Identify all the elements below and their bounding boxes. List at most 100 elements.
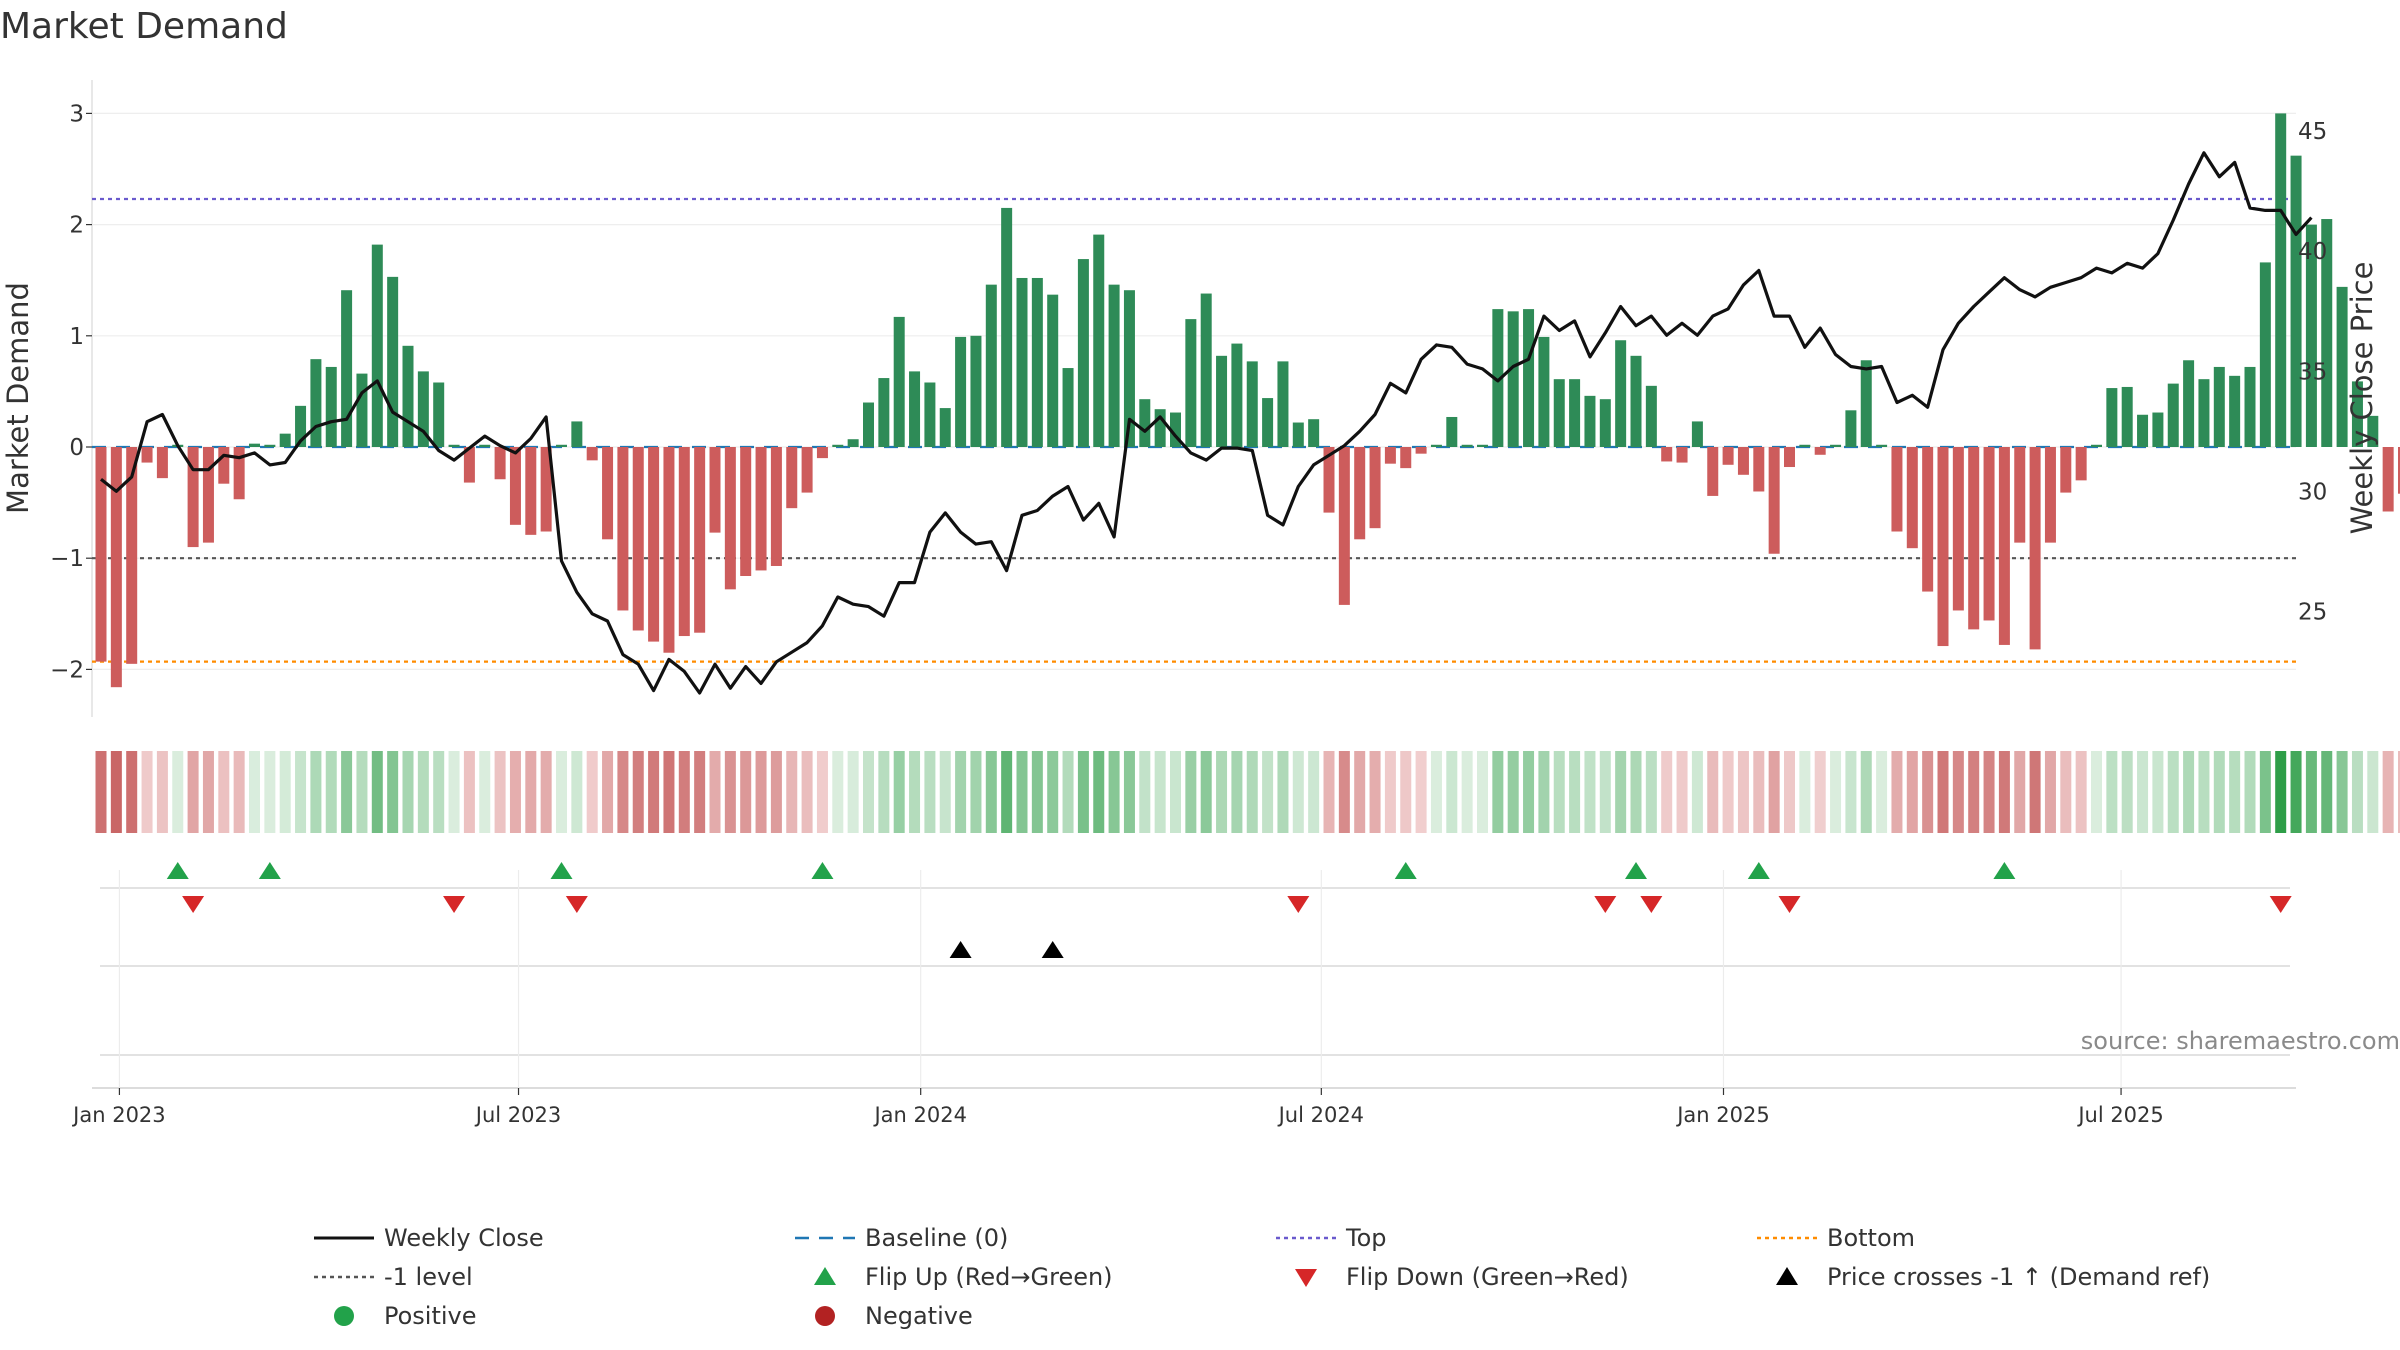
- demand-bar: [2398, 447, 2400, 494]
- demand-bar: [2244, 366, 2256, 447]
- demand-bar: [387, 276, 399, 447]
- demand-bar: [1062, 368, 1074, 447]
- heat-cell: [863, 751, 874, 833]
- heat-cell: [1016, 751, 1028, 833]
- demand-bar: [295, 405, 307, 447]
- demand-bar: [924, 382, 936, 447]
- heat-cell: [1384, 751, 1396, 833]
- heat-cell: [494, 751, 506, 833]
- demand-bar: [1645, 385, 1657, 447]
- heat-cell: [939, 751, 951, 833]
- price-cross-marker: [949, 941, 972, 958]
- heat-cell: [1584, 751, 1596, 833]
- heat-cell: [2259, 751, 2271, 833]
- heat-cell: [1722, 751, 1734, 833]
- demand-bar: [1569, 379, 1581, 447]
- legend-label: Weekly Close: [384, 1224, 544, 1252]
- demand-bar: [156, 447, 168, 479]
- legend-label: Top: [1345, 1224, 1387, 1252]
- y-tick-label: 2: [69, 213, 84, 239]
- heat-cell: [540, 751, 552, 833]
- demand-bar: [1047, 294, 1059, 447]
- heat-cell: [1507, 751, 1519, 833]
- heat-cell: [1062, 751, 1074, 833]
- heat-cell: [1170, 751, 1181, 833]
- heat-cell: [295, 751, 307, 833]
- demand-bar: [1876, 444, 1888, 447]
- heat-cell: [1139, 751, 1151, 833]
- heat-cell: [770, 751, 782, 833]
- demand-bar: [264, 444, 276, 447]
- heat-cell: [2091, 751, 2102, 833]
- demand-bar: [648, 447, 660, 642]
- heat-cell: [1338, 751, 1350, 833]
- demand-bar: [1768, 447, 1780, 554]
- demand-bar: [1784, 447, 1795, 468]
- demand-bar: [463, 447, 475, 483]
- demand-bar: [1630, 355, 1642, 447]
- heat-cell: [463, 751, 475, 833]
- demand-bar: [1170, 412, 1181, 447]
- demand-bar: [586, 447, 598, 461]
- demand-bar: [1185, 319, 1197, 447]
- event-markers: [100, 862, 2292, 1056]
- heat-cell: [724, 751, 736, 833]
- weekly-close-line: [100, 151, 2313, 695]
- heat-cell: [2014, 751, 2026, 833]
- heat-cell: [1906, 751, 1918, 833]
- demand-bar: [1093, 234, 1105, 447]
- demand-bar: [1937, 447, 1949, 647]
- demand-bar: [1538, 336, 1550, 447]
- demand-bar: [1123, 290, 1135, 447]
- demand-bar: [2044, 447, 2056, 543]
- heat-cell: [2305, 751, 2317, 833]
- heat-cell: [172, 751, 184, 833]
- heat-cell: [202, 751, 214, 833]
- legend-swatch: [334, 1306, 354, 1326]
- demand-bar: [832, 444, 844, 447]
- heat-cell: [249, 751, 260, 833]
- demand-bar: [970, 335, 982, 447]
- demand-bar: [1615, 340, 1627, 447]
- demand-bar: [2305, 224, 2317, 447]
- demand-bar: [2321, 219, 2333, 447]
- heat-cell: [1492, 751, 1504, 833]
- legend-swatch: [815, 1306, 835, 1326]
- demand-bar: [678, 447, 690, 637]
- demand-bar: [2229, 375, 2241, 447]
- heat-cell: [602, 751, 614, 833]
- heat-cell: [970, 751, 982, 833]
- demand-bar: [2091, 444, 2102, 447]
- heat-cell: [1922, 751, 1934, 833]
- heat-cell: [371, 751, 383, 833]
- heat-cell: [509, 751, 521, 833]
- heat-cell: [233, 751, 245, 833]
- y-tick-label: 0: [69, 435, 84, 461]
- demand-bar: [909, 371, 921, 447]
- demand-bar: [1952, 447, 1964, 611]
- heat-cell: [1031, 751, 1043, 833]
- heat-cell: [1569, 751, 1581, 833]
- heat-cell: [95, 751, 107, 833]
- demand-bar: [1722, 447, 1734, 465]
- y2-axis-label: Weekly Close Price: [2345, 262, 2379, 535]
- demand-bar: [310, 359, 322, 447]
- demand-bar: [1031, 277, 1043, 447]
- heat-cell: [1876, 751, 1888, 833]
- heat-cell: [1599, 751, 1611, 833]
- demand-bar: [1277, 361, 1289, 447]
- demand-bar: [755, 447, 767, 571]
- flip-up-marker: [550, 862, 573, 879]
- demand-bar: [2029, 447, 2041, 650]
- left-y-axis: −2 −1 0 1 2 3: [50, 101, 92, 683]
- legend-swatch: [814, 1267, 836, 1285]
- demand-bar: [740, 447, 752, 576]
- heat-cell: [433, 751, 445, 833]
- demand-bar: [1891, 447, 1903, 532]
- demand-bar: [2213, 366, 2225, 447]
- demand-bar: [1323, 447, 1335, 513]
- x-tick-label: Jan 2024: [872, 1103, 967, 1127]
- heat-cell: [156, 751, 168, 833]
- demand-bar: [1860, 360, 1872, 447]
- demand-bar: [816, 447, 828, 459]
